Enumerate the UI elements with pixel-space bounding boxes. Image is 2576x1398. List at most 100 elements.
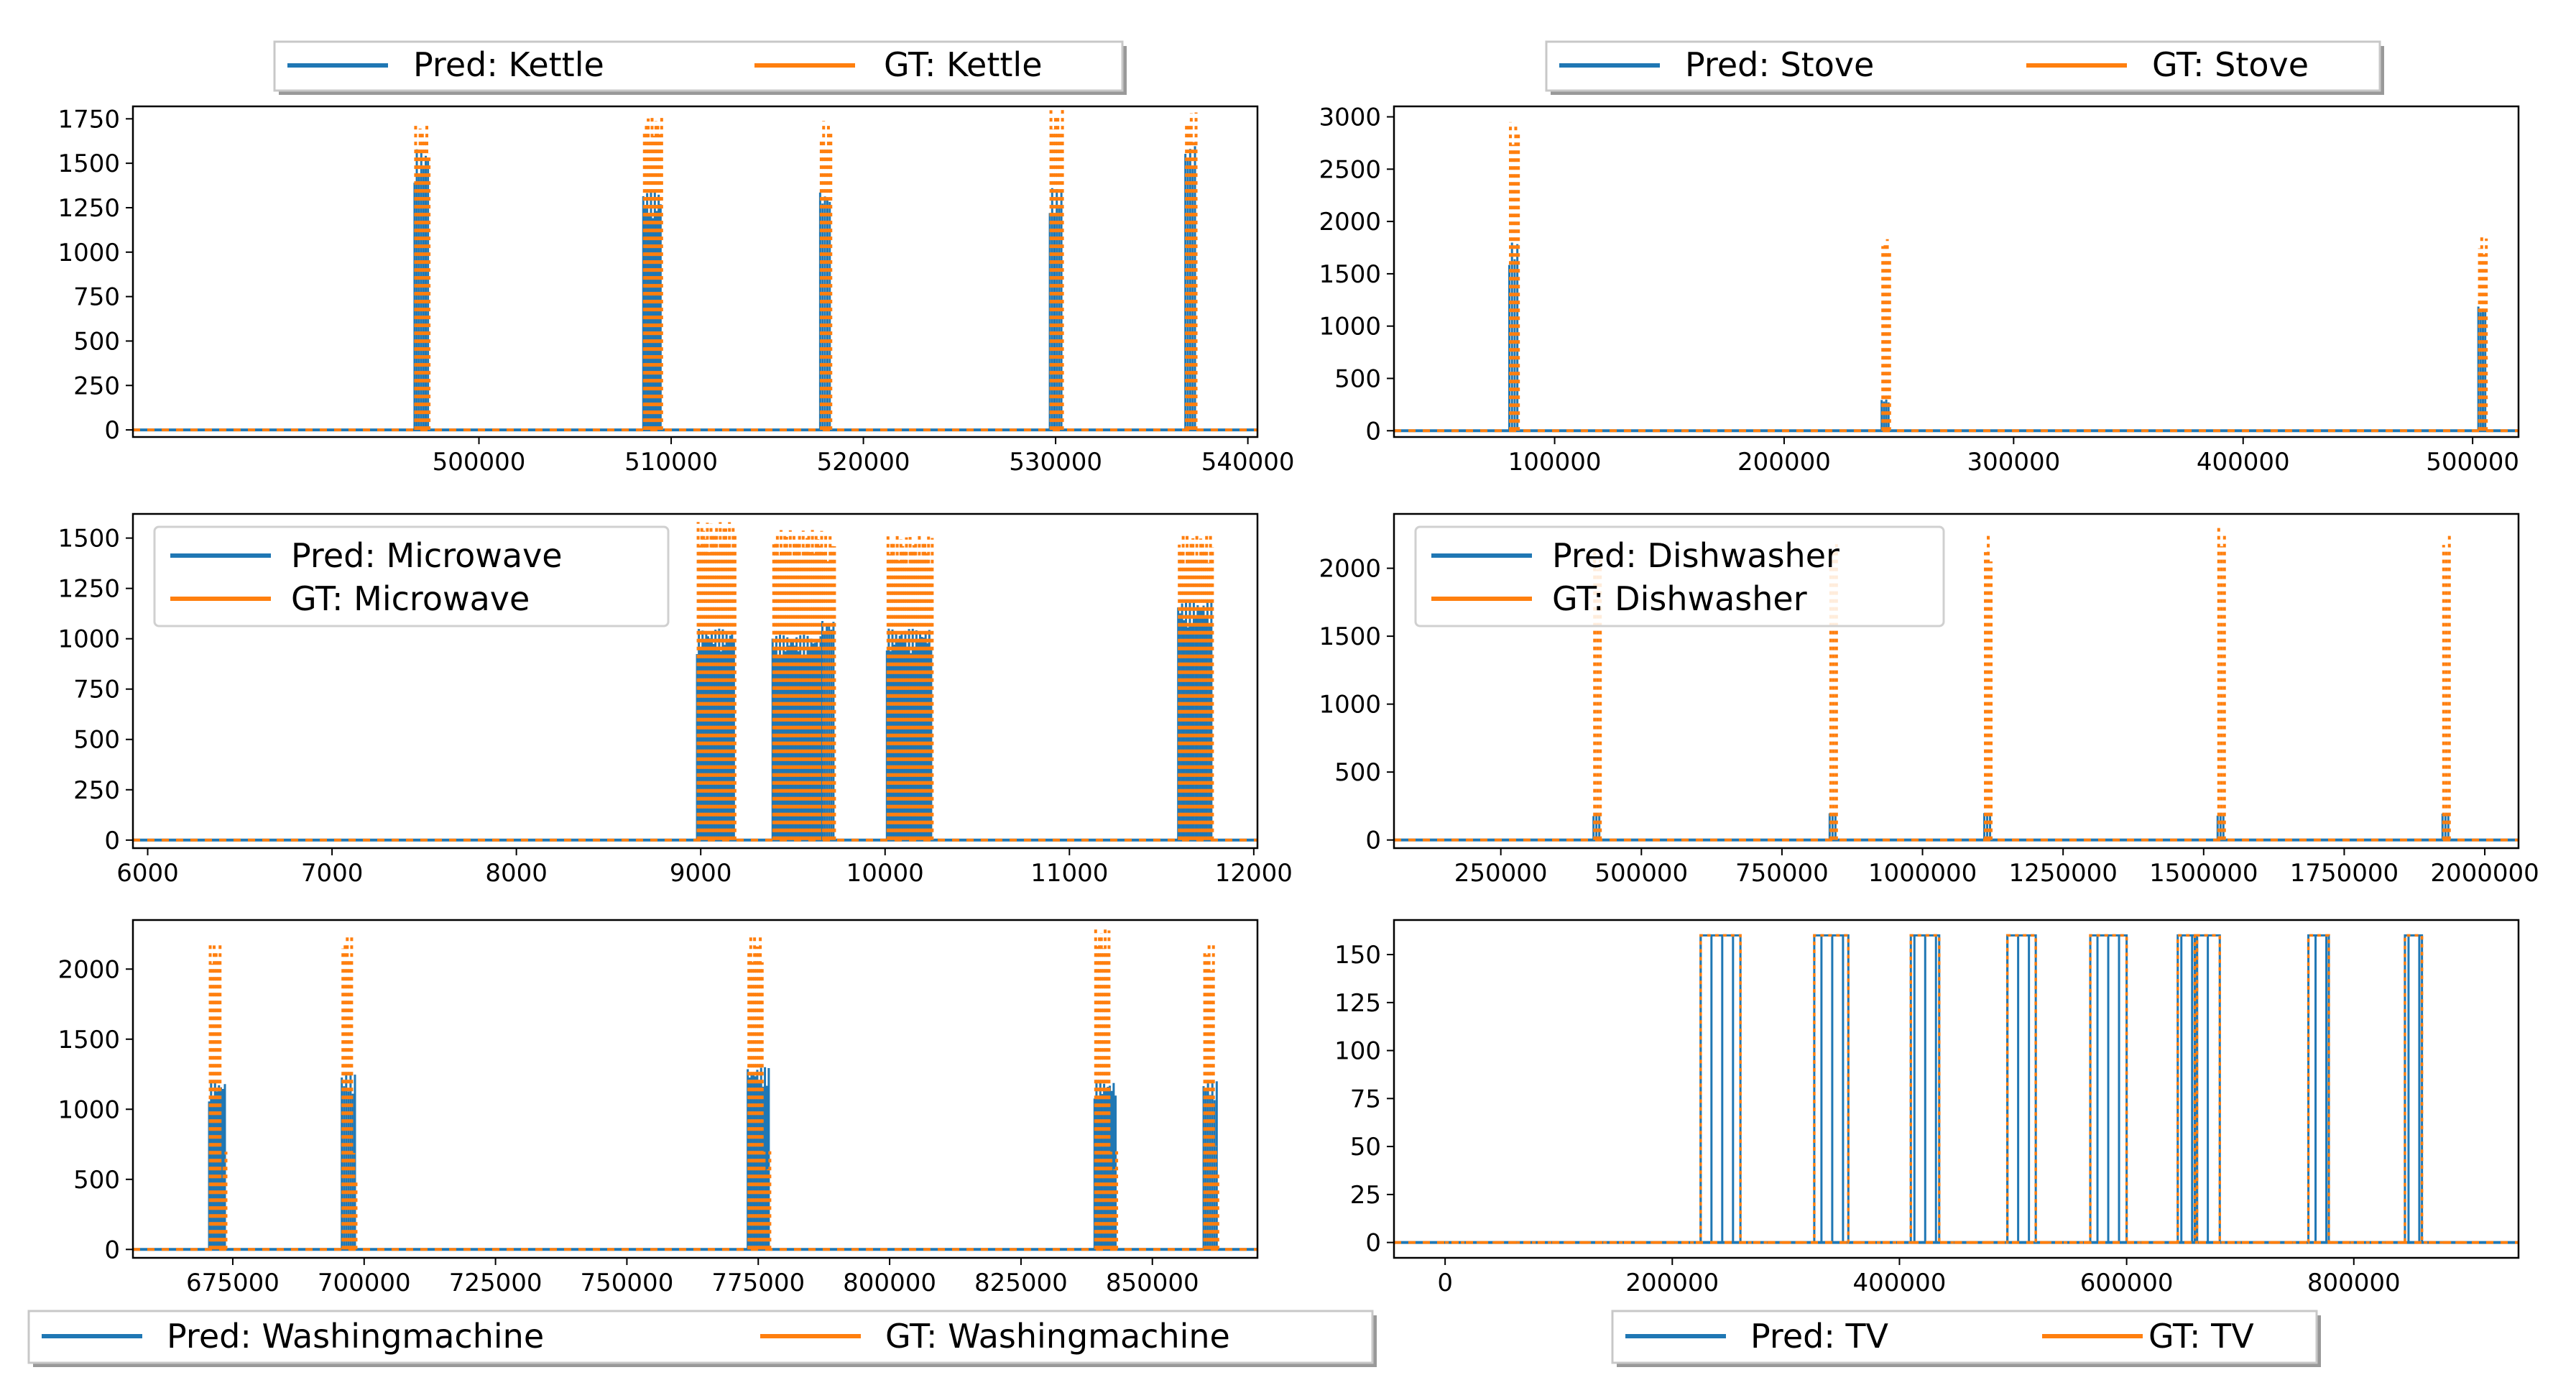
x-tick-label: 500000 bbox=[433, 448, 526, 477]
x-tick-label: 100000 bbox=[1508, 448, 1602, 477]
plot-area bbox=[133, 522, 1257, 842]
y-tick-label: 1000 bbox=[1319, 691, 1381, 719]
y-tick-label: 50 bbox=[1350, 1133, 1381, 1162]
plot-area bbox=[1394, 121, 2519, 433]
x-tick-label: 1750000 bbox=[2290, 859, 2399, 888]
pred-series bbox=[1445, 934, 2467, 1244]
legend-label-gt: GT: Kettle bbox=[884, 45, 1043, 84]
x-tick-label: 540000 bbox=[1201, 448, 1295, 477]
y-tick-label: 1250 bbox=[57, 575, 120, 604]
y-tick-label: 0 bbox=[104, 416, 120, 445]
y-tick-label: 500 bbox=[73, 327, 120, 356]
legend-label-gt: GT: TV bbox=[2148, 1317, 2254, 1356]
x-tick-label: 1000000 bbox=[1868, 859, 1977, 888]
plot-area bbox=[133, 926, 1257, 1251]
y-tick-label: 1000 bbox=[57, 239, 120, 267]
x-tick-label: 725000 bbox=[449, 1269, 543, 1297]
x-tick-label: 530000 bbox=[1009, 448, 1102, 477]
axes-frame bbox=[1393, 105, 2520, 438]
x-tick-label: 400000 bbox=[1853, 1269, 1947, 1297]
x-tick-label: 750000 bbox=[1735, 859, 1829, 888]
axes-frame bbox=[131, 512, 1259, 850]
legend-box bbox=[1414, 525, 1945, 627]
x-tick-label: 2000000 bbox=[2430, 859, 2539, 888]
x-tick-label: 520000 bbox=[817, 448, 910, 477]
y-tick-label: 0 bbox=[104, 1236, 120, 1264]
y-tick-label: 1750 bbox=[57, 105, 120, 134]
y-tick-label: 0 bbox=[1365, 827, 1381, 855]
axes-frame bbox=[1393, 512, 2520, 850]
y-tick-label: 1500 bbox=[57, 525, 120, 553]
y-tick-label: 150 bbox=[1334, 941, 1381, 970]
x-tick-label: 800000 bbox=[2307, 1269, 2401, 1297]
legend-label-gt: GT: Microwave bbox=[291, 579, 530, 618]
y-tick-label: 1250 bbox=[57, 194, 120, 223]
x-tick-label: 500000 bbox=[1594, 859, 1688, 888]
y-tick-label: 250 bbox=[73, 372, 120, 400]
x-tick-label: 300000 bbox=[1967, 448, 2060, 477]
x-tick-label: 0 bbox=[1437, 1269, 1453, 1297]
legend-dishwasher: Pred: Dishwasher GT: Dishwasher bbox=[1414, 525, 1945, 627]
legend-label-pred: Pred: Kettle bbox=[413, 45, 604, 84]
x-tick-label: 500000 bbox=[2426, 448, 2519, 477]
chart-washingmachine: 675000 700000 725000 750000 775000 800000 8250… bbox=[57, 919, 1259, 1297]
y-tick-label: 1000 bbox=[57, 625, 120, 654]
x-tick-label: 10000 bbox=[846, 859, 924, 888]
y-tick-label: 1000 bbox=[57, 1095, 120, 1124]
y-tick-label: 3000 bbox=[1319, 104, 1381, 132]
y-tick-label: 0 bbox=[1365, 417, 1381, 446]
y-tick-label: 125 bbox=[1334, 989, 1381, 1018]
x-tick-label: 400000 bbox=[2197, 448, 2290, 477]
y-tick-label: 500 bbox=[73, 1166, 120, 1195]
y-tick-label: 1500 bbox=[57, 150, 120, 178]
chart-stove: 100000 200000 300000 400000 500000 0 500 1000 15… bbox=[1319, 104, 2520, 477]
x-tick-label: 8000 bbox=[485, 859, 548, 888]
y-tick-label: 750 bbox=[73, 283, 120, 312]
x-tick-label: 250000 bbox=[1454, 859, 1548, 888]
x-tick-label: 675000 bbox=[186, 1269, 280, 1297]
y-tick-label: 250 bbox=[73, 776, 120, 805]
gt-series bbox=[1445, 934, 2467, 1244]
x-tick-label: 1500000 bbox=[2149, 859, 2258, 888]
x-tick-label: 9000 bbox=[670, 859, 732, 888]
x-tick-label: 750000 bbox=[581, 1269, 674, 1297]
x-tick-label: 11000 bbox=[1030, 859, 1108, 888]
legend-label-pred: Pred: Microwave bbox=[291, 536, 563, 575]
y-tick-label: 500 bbox=[73, 726, 120, 755]
legend-kettle: Pred: Kettle GT: Kettle bbox=[273, 40, 1127, 95]
x-tick-label: 825000 bbox=[974, 1269, 1068, 1297]
y-tick-label: 500 bbox=[1334, 758, 1381, 787]
legend-stove: Pred: Stove GT: Stove bbox=[1545, 40, 2384, 95]
y-tick-label: 100 bbox=[1334, 1037, 1381, 1066]
x-tick-label: 12000 bbox=[1215, 859, 1293, 888]
plot-area bbox=[1394, 934, 2519, 1244]
x-tick-label: 1250000 bbox=[2008, 859, 2117, 888]
chart-dishwasher: 250000 500000 750000 1000000 1250000 1500000 1… bbox=[1319, 512, 2539, 888]
legend-label-gt: GT: Washingmachine bbox=[885, 1317, 1230, 1356]
axes-frame bbox=[1393, 919, 2520, 1259]
legend-washingmachine: Pred: Washingmachine GT: Washingmachine bbox=[27, 1310, 1377, 1367]
x-tick-label: 6000 bbox=[116, 859, 179, 888]
y-tick-label: 0 bbox=[1365, 1229, 1381, 1258]
chart-tv: 0 200000 400000 600000 800000 0 25 50 75 100 125 15… bbox=[1334, 919, 2520, 1297]
y-tick-label: 1000 bbox=[1319, 313, 1381, 341]
legend-label-pred: Pred: TV bbox=[1750, 1317, 1889, 1356]
y-tick-label: 2000 bbox=[1319, 555, 1381, 584]
legend-label-pred: Pred: Washingmachine bbox=[167, 1317, 544, 1356]
legend-label-pred: Pred: Stove bbox=[1685, 45, 1874, 84]
x-tick-label: 200000 bbox=[1625, 1269, 1719, 1297]
axes-frame bbox=[131, 919, 1259, 1259]
y-tick-label: 1500 bbox=[57, 1026, 120, 1054]
legend-label-gt: GT: Stove bbox=[2152, 45, 2309, 84]
x-tick-label: 700000 bbox=[318, 1269, 411, 1297]
legend-label-gt: GT: Dishwasher bbox=[1552, 579, 1807, 618]
x-tick-label: 775000 bbox=[711, 1269, 805, 1297]
x-tick-label: 200000 bbox=[1737, 448, 1831, 477]
y-tick-label: 1500 bbox=[1319, 622, 1381, 651]
x-tick-label: 600000 bbox=[2080, 1269, 2174, 1297]
y-tick-label: 2000 bbox=[1319, 208, 1381, 236]
plot-area bbox=[133, 110, 1257, 432]
legend-tv: Pred: TV GT: TV bbox=[1611, 1310, 2321, 1367]
y-tick-label: 2500 bbox=[1319, 155, 1381, 184]
